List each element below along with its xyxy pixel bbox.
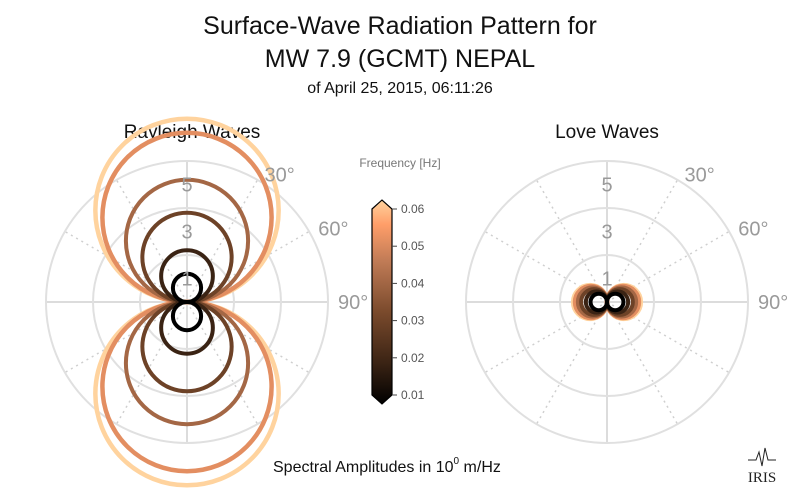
grid-spoke [606,301,679,425]
grid-ring [465,160,749,444]
colorbar-tick-label: 0.04 [401,276,425,290]
grid-ring [139,254,235,350]
colorbar [371,199,393,405]
footer-units: Spectral Amplitudes in 100 m/Hz [273,456,501,476]
grid-ring [512,207,702,397]
radial-tick-label: 1 [181,269,192,291]
colorbar-tick-label: 0.02 [401,351,425,365]
angle-tick-label: 90° [758,292,788,314]
iris-logo: IRIS [748,447,776,486]
colorbar-ticks: 0.01 0.02 0.03 0.04 0.05 0.06 [392,202,425,402]
radial-tick-label: 5 [601,175,612,197]
radiation-lobe [605,291,626,313]
colorbar-tick-label: 0.05 [401,239,425,253]
grid-ring [559,254,655,350]
colorbar-tick-label: 0.03 [401,314,425,328]
iris-logo-text: IRIS [748,470,776,486]
grid-spoke [606,179,679,303]
footer-exponent: 0 [454,456,460,467]
figure-subtitle: of April 25, 2015, 06:11:26 [307,80,493,97]
radial-tick-label: 5 [181,175,192,197]
footer-prefix: Spectral Amplitudes in [273,459,436,476]
footer-suffix: m/Hz [459,459,501,476]
colorbar-tick-label: 0.06 [401,202,425,216]
footer-base: 10 [436,459,454,476]
colorbar-label: Frequency [Hz] [359,156,440,170]
figure-title-line1: Surface-Wave Radiation Pattern for [203,12,597,40]
grid-spoke [535,301,608,425]
figure-title-line2: MW 7.9 (GCMT) NEPAL [265,45,535,73]
grid-ring [45,160,329,444]
radiation-lobe [170,300,204,333]
love-panel: Love Waves 1 3 5 30° 60° 90° [465,122,788,444]
angle-tick-label: 60° [318,219,348,241]
panel-title: Love Waves [555,122,659,143]
grid-spoke [535,179,608,303]
angle-tick-label: 60° [738,219,768,241]
colorbar-tick-label: 0.01 [401,388,425,402]
angle-tick-label: 30° [685,165,715,187]
angle-tick-label: 90° [338,292,368,314]
grid-ring [92,207,282,397]
angle-tick-label: 30° [265,165,295,187]
radial-tick-label: 1 [601,269,612,291]
radial-tick-label: 3 [601,222,612,244]
radial-tick-label: 3 [181,222,192,244]
